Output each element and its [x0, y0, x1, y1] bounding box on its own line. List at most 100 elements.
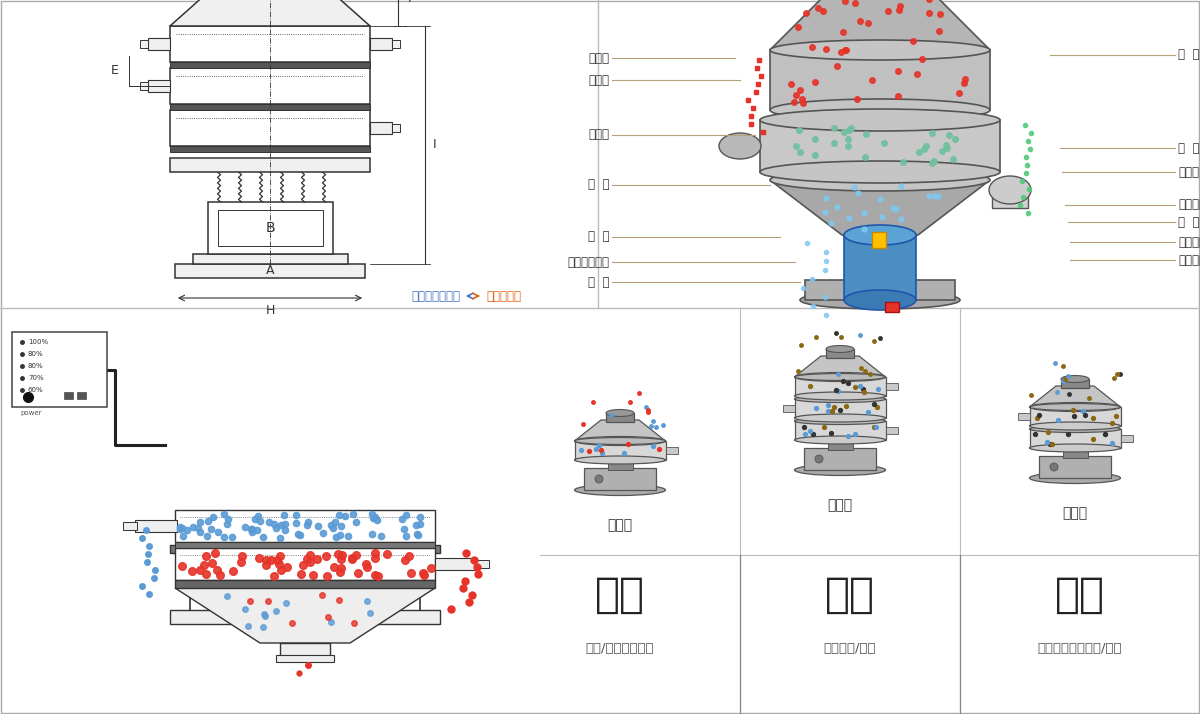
Text: 去除异物/结块: 去除异物/结块 — [823, 641, 876, 655]
Bar — [1061, 379, 1090, 388]
Text: 70%: 70% — [28, 375, 43, 381]
Bar — [370, 38, 392, 50]
Bar — [782, 405, 794, 412]
Bar — [192, 254, 348, 264]
Bar — [170, 68, 370, 104]
Bar — [170, 104, 370, 110]
Text: H: H — [265, 304, 275, 317]
Ellipse shape — [794, 465, 886, 476]
Ellipse shape — [1050, 463, 1058, 471]
Text: 80%: 80% — [28, 351, 43, 357]
Ellipse shape — [794, 373, 886, 381]
Text: 双层式: 双层式 — [1062, 506, 1087, 520]
Bar — [886, 383, 898, 390]
Bar — [584, 468, 656, 490]
Bar — [175, 264, 365, 278]
Ellipse shape — [1030, 403, 1121, 411]
Text: I: I — [433, 139, 437, 151]
Ellipse shape — [794, 414, 886, 422]
Bar — [475, 560, 490, 568]
Bar — [770, 50, 990, 110]
Text: A: A — [265, 264, 275, 278]
Ellipse shape — [575, 438, 666, 445]
Text: 三层式: 三层式 — [828, 498, 852, 512]
Bar — [1121, 435, 1133, 442]
Bar — [170, 62, 370, 68]
Bar — [140, 40, 148, 48]
Bar — [170, 146, 370, 152]
Bar — [608, 463, 634, 470]
Text: F: F — [408, 0, 415, 5]
Bar — [276, 655, 334, 662]
Bar — [805, 280, 955, 300]
Ellipse shape — [760, 109, 1000, 131]
Ellipse shape — [1030, 444, 1121, 452]
Bar — [826, 349, 854, 358]
Ellipse shape — [770, 40, 990, 60]
Bar — [1063, 451, 1088, 458]
Ellipse shape — [794, 418, 886, 425]
Text: B: B — [265, 221, 275, 235]
Ellipse shape — [575, 456, 666, 464]
Bar — [1039, 456, 1111, 478]
Bar — [170, 545, 440, 553]
Polygon shape — [175, 588, 436, 643]
Text: 分级: 分级 — [595, 574, 646, 616]
Bar — [992, 190, 1028, 208]
Bar — [804, 448, 876, 470]
Text: 60%: 60% — [28, 387, 43, 393]
Text: 单层式: 单层式 — [607, 518, 632, 532]
Ellipse shape — [1030, 403, 1121, 411]
Text: 外形尺寸示意图: 外形尺寸示意图 — [410, 289, 460, 303]
Text: 机  座: 机 座 — [588, 276, 610, 288]
Ellipse shape — [606, 410, 634, 416]
Text: 颗粒/粉末准确分级: 颗粒/粉末准确分级 — [586, 641, 654, 655]
Bar — [1018, 413, 1030, 420]
Ellipse shape — [794, 436, 886, 444]
Ellipse shape — [844, 290, 916, 310]
Text: 100%: 100% — [28, 339, 48, 345]
Bar — [436, 558, 478, 570]
Bar — [124, 522, 137, 530]
Bar — [148, 38, 170, 50]
Polygon shape — [794, 356, 886, 377]
Bar — [170, 158, 370, 172]
Text: 进料口: 进料口 — [588, 51, 610, 64]
Text: 筛  盘: 筛 盘 — [1178, 216, 1200, 228]
Bar — [794, 399, 886, 418]
Ellipse shape — [826, 346, 854, 353]
Text: 网  架: 网 架 — [1178, 141, 1200, 154]
Polygon shape — [575, 420, 666, 441]
Text: 加重块: 加重块 — [1178, 166, 1199, 178]
Text: 束  环: 束 环 — [588, 178, 610, 191]
Text: 去除液体中的颗粒/异物: 去除液体中的颗粒/异物 — [1038, 641, 1122, 655]
Bar — [170, 110, 370, 146]
Text: 下部重锤: 下部重锤 — [1178, 253, 1200, 266]
Bar — [170, 26, 370, 62]
Bar — [77, 392, 86, 399]
Bar — [175, 580, 436, 588]
Bar — [828, 443, 853, 450]
Text: 上部重锤: 上部重锤 — [1178, 198, 1200, 211]
Ellipse shape — [800, 291, 960, 309]
Bar — [575, 441, 666, 460]
Bar — [666, 447, 678, 454]
Bar — [886, 302, 899, 312]
Bar — [12, 332, 107, 407]
Bar — [175, 542, 436, 548]
Polygon shape — [770, 180, 990, 235]
Bar — [134, 520, 178, 532]
Bar — [64, 392, 73, 399]
Text: 过滤: 过滤 — [826, 574, 875, 616]
Ellipse shape — [1030, 422, 1121, 430]
Text: 弹  簧: 弹 簧 — [588, 231, 610, 243]
Ellipse shape — [575, 485, 666, 496]
Text: 除杂: 除杂 — [1055, 574, 1105, 616]
Bar — [1030, 429, 1121, 448]
Polygon shape — [770, 0, 990, 50]
Polygon shape — [170, 0, 370, 26]
Ellipse shape — [770, 169, 990, 191]
Ellipse shape — [794, 373, 886, 381]
Bar — [280, 643, 330, 661]
Bar — [217, 210, 323, 246]
